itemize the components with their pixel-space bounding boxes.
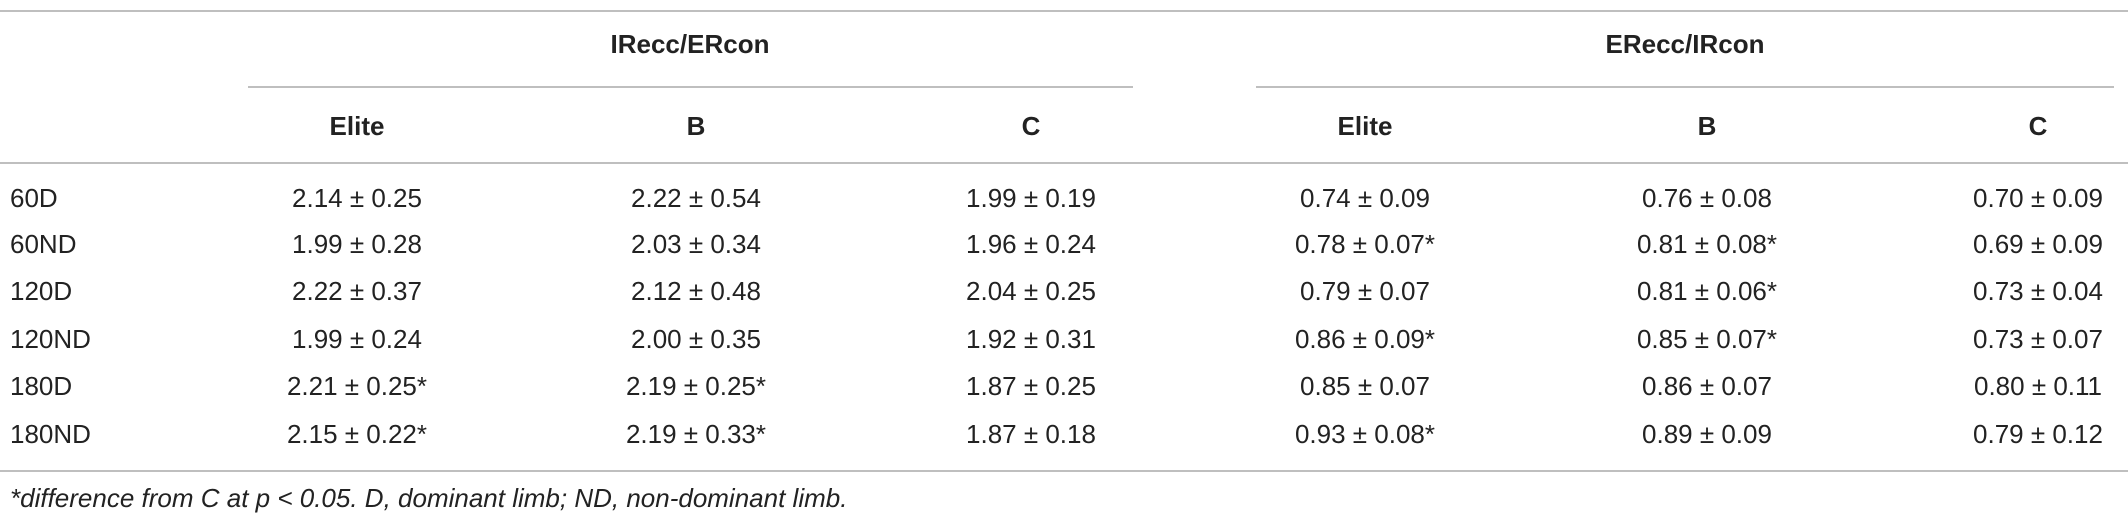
column-header: C xyxy=(1022,111,1041,141)
cell: 0.74 ± 0.09 xyxy=(1300,183,1430,213)
cell: 0.79 ± 0.12 xyxy=(1973,419,2103,449)
cell: 2.21 ± 0.25* xyxy=(287,371,427,401)
cell: 1.87 ± 0.25 xyxy=(966,371,1096,401)
cell: 0.79 ± 0.07 xyxy=(1300,276,1430,306)
cell: 1.99 ± 0.28 xyxy=(292,229,422,259)
row-label: 60ND xyxy=(10,229,76,259)
cell: 2.15 ± 0.22* xyxy=(287,419,427,449)
cell: 2.22 ± 0.54 xyxy=(631,183,761,213)
group-header: ERecc/IRcon xyxy=(1606,29,1765,59)
cell: 0.69 ± 0.09 xyxy=(1973,229,2103,259)
column-header: B xyxy=(1698,111,1717,141)
footnote: *difference from C at p < 0.05. D, domin… xyxy=(10,483,847,513)
cell: 1.92 ± 0.31 xyxy=(966,324,1096,354)
cell: 1.99 ± 0.24 xyxy=(292,324,422,354)
column-header: B xyxy=(687,111,706,141)
cell: 2.19 ± 0.33* xyxy=(626,419,766,449)
column-header: C xyxy=(2029,111,2048,141)
cell: 1.87 ± 0.18 xyxy=(966,419,1096,449)
cell: 0.73 ± 0.04 xyxy=(1973,276,2103,306)
cell: 2.19 ± 0.25* xyxy=(626,371,766,401)
row-label: 120ND xyxy=(10,324,91,354)
cell: 2.03 ± 0.34 xyxy=(631,229,761,259)
cell: 0.81 ± 0.08* xyxy=(1637,229,1777,259)
cell: 1.99 ± 0.19 xyxy=(966,183,1096,213)
cell: 2.00 ± 0.35 xyxy=(631,324,761,354)
cell: 0.86 ± 0.07 xyxy=(1642,371,1772,401)
cell: 0.73 ± 0.07 xyxy=(1973,324,2103,354)
cell: 0.78 ± 0.07* xyxy=(1295,229,1435,259)
cell: 0.93 ± 0.08* xyxy=(1295,419,1435,449)
cell: 0.80 ± 0.11 xyxy=(1974,371,2102,401)
cell: 0.86 ± 0.09* xyxy=(1295,324,1435,354)
row-label: 120D xyxy=(10,276,72,306)
row-label: 180D xyxy=(10,371,72,401)
cell: 2.12 ± 0.48 xyxy=(631,276,761,306)
column-header: Elite xyxy=(330,111,385,141)
cell: 1.96 ± 0.24 xyxy=(966,229,1096,259)
group-header: IRecc/ERcon xyxy=(611,29,770,59)
column-header: Elite xyxy=(1338,111,1393,141)
cell: 2.14 ± 0.25 xyxy=(292,183,422,213)
cell: 0.81 ± 0.06* xyxy=(1637,276,1777,306)
cell: 2.22 ± 0.37 xyxy=(292,276,422,306)
cell: 0.76 ± 0.08 xyxy=(1642,183,1772,213)
cell: 0.85 ± 0.07* xyxy=(1637,324,1777,354)
row-label: 60D xyxy=(10,183,58,213)
cell: 0.70 ± 0.09 xyxy=(1973,183,2103,213)
cell: 2.04 ± 0.25 xyxy=(966,276,1096,306)
row-label: 180ND xyxy=(10,419,91,449)
cell: 0.85 ± 0.07 xyxy=(1300,371,1430,401)
cell: 0.89 ± 0.09 xyxy=(1642,419,1772,449)
